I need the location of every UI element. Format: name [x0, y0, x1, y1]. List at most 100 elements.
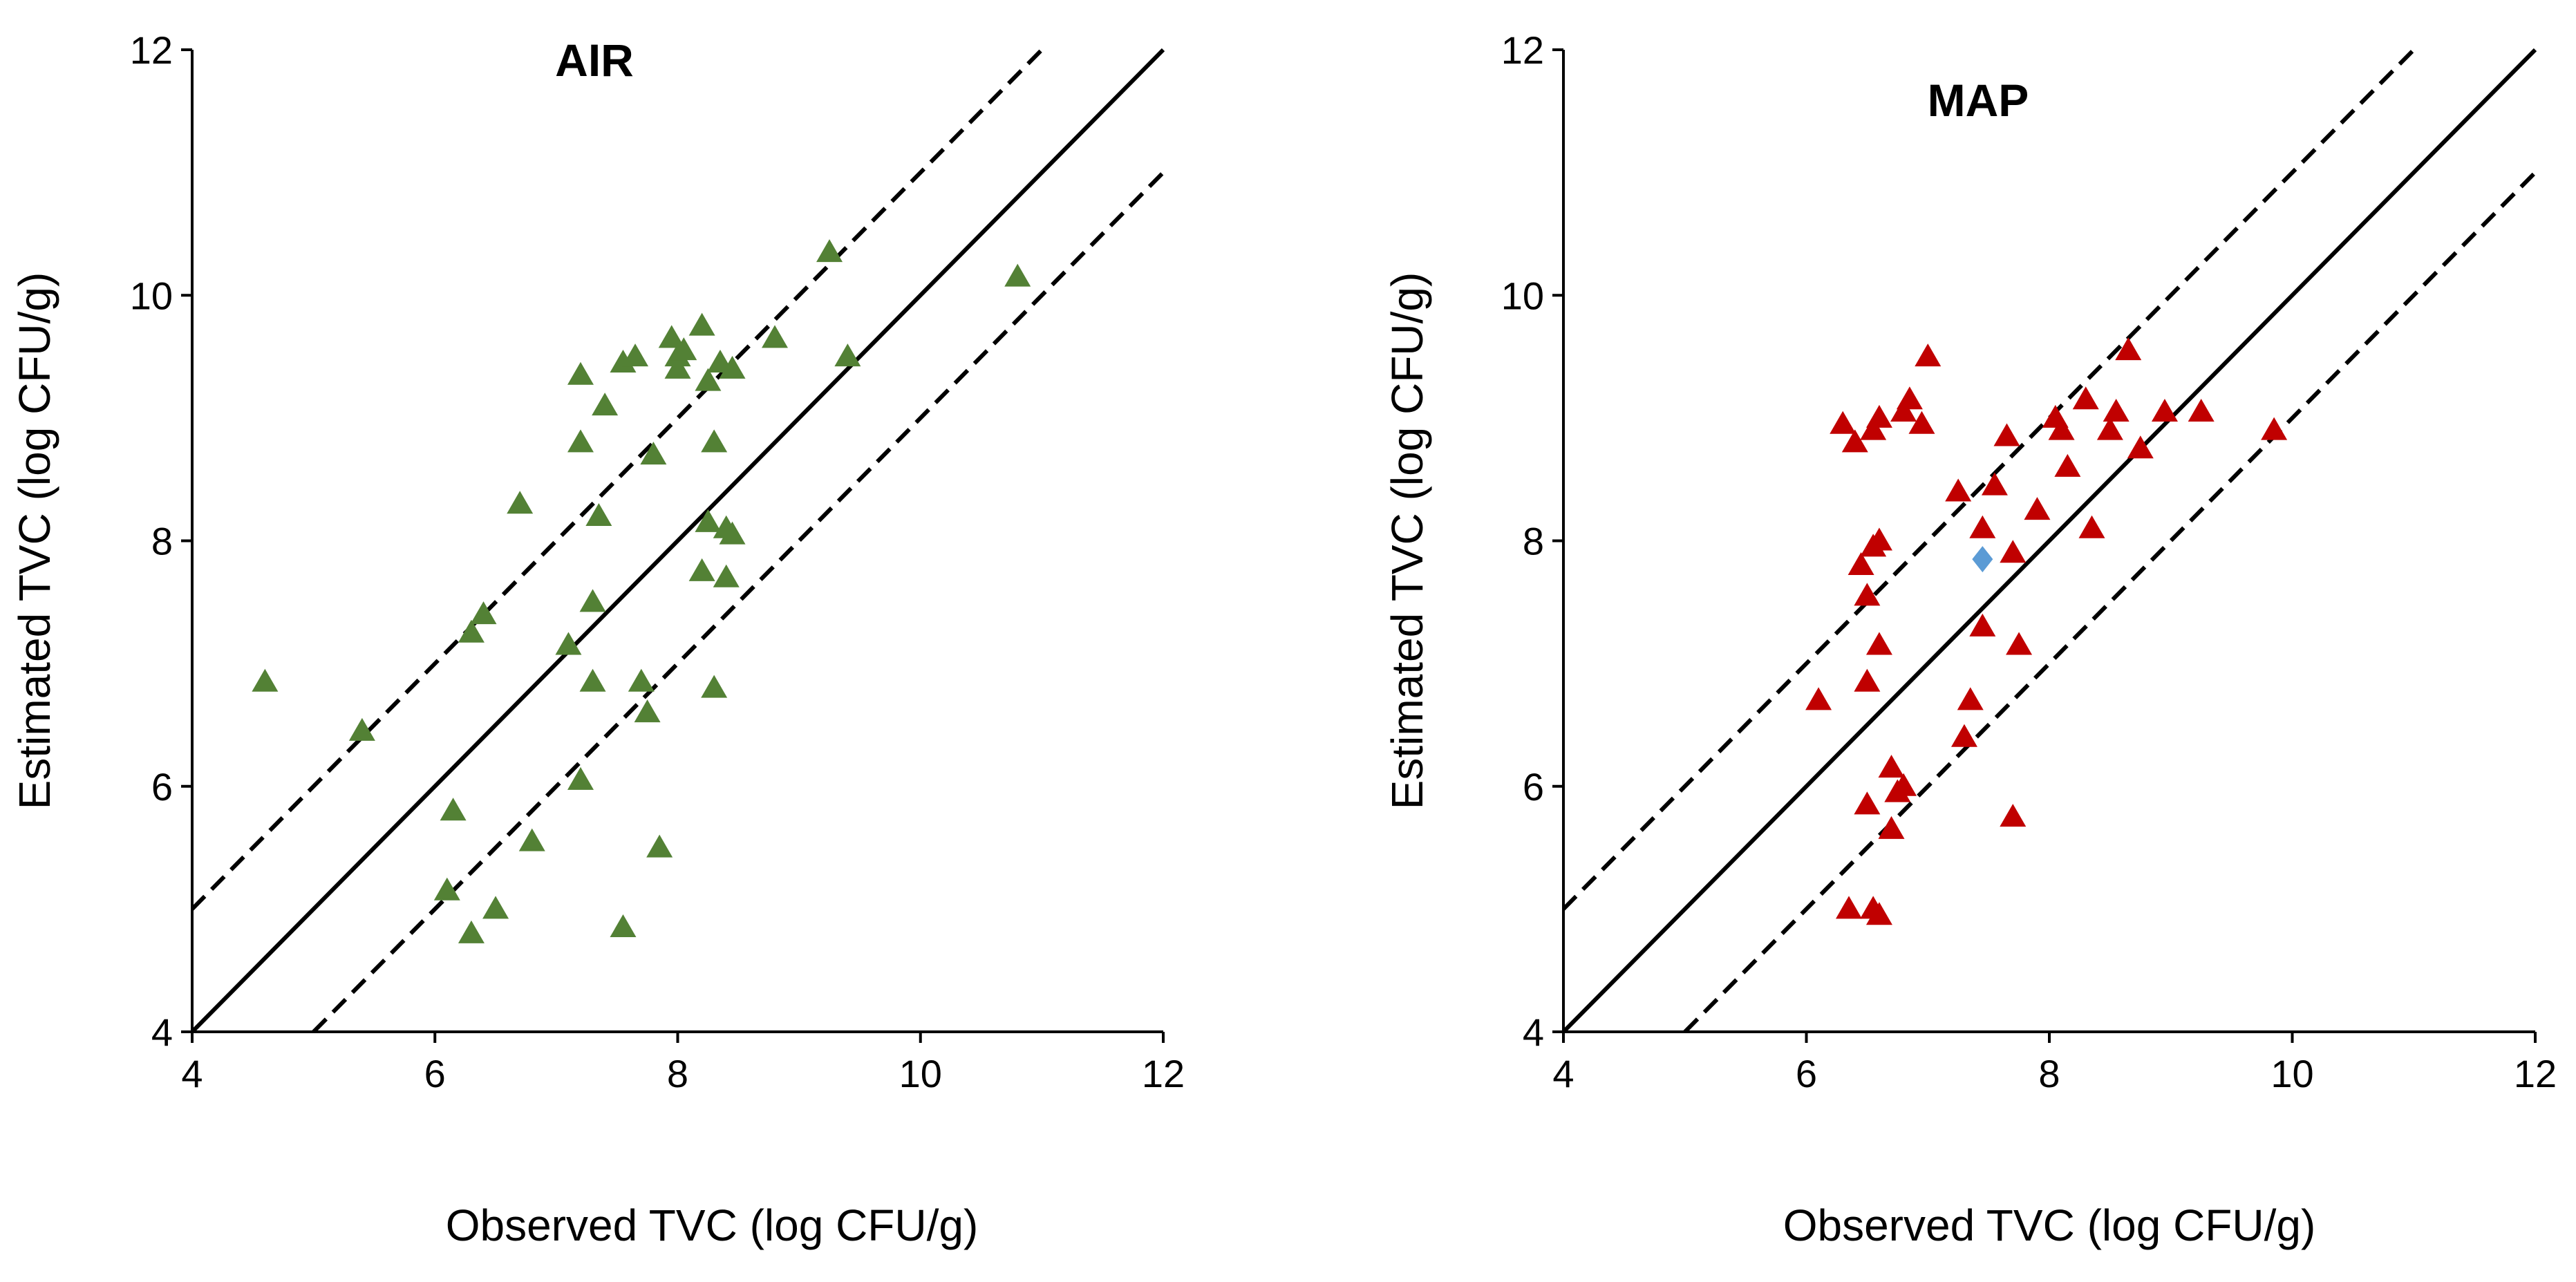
- data-point: [1908, 411, 1935, 434]
- data-point: [664, 355, 691, 379]
- data-point: [2006, 632, 2033, 655]
- data-point: [1969, 515, 1996, 538]
- x-axis-title: Observed TVC (log CFU/g): [1783, 1200, 2316, 1250]
- x-axis-title: Observed TVC (log CFU/g): [446, 1200, 979, 1250]
- chart-map: 4 6 8 10 12 4 6 8 10 12 MAP Observed TVC (log CFU/g…: [1382, 28, 2557, 1250]
- data-point: [1848, 552, 1874, 576]
- data-point: [1865, 527, 1892, 551]
- data-point: [1878, 816, 1905, 839]
- data-point: [2078, 515, 2105, 538]
- x-tick-label: 12: [1142, 1052, 1185, 1095]
- y-tick-label: 6: [1523, 765, 1544, 809]
- data-point: [470, 601, 497, 625]
- data-point: [2048, 417, 2075, 440]
- data-point: [1836, 896, 1863, 919]
- x-tick-label: 6: [1796, 1052, 1817, 1095]
- data-point: [2000, 804, 2027, 827]
- x-tick-label: 10: [899, 1052, 942, 1095]
- data-point: [567, 361, 594, 385]
- data-point: [628, 668, 655, 692]
- data-point: [713, 564, 740, 587]
- data-point: [2072, 386, 2099, 410]
- data-point: [1969, 613, 1996, 637]
- data-point: [695, 368, 722, 391]
- data-point: [1945, 478, 1972, 502]
- data-point: [640, 442, 667, 465]
- data-point: [688, 312, 715, 336]
- y-tick-label: 12: [1501, 28, 1544, 72]
- data-point: [458, 920, 485, 943]
- data-point: [701, 429, 728, 453]
- data-point: [579, 668, 606, 692]
- dashed-bound-line: [1561, 48, 2416, 911]
- data-point: [719, 355, 746, 379]
- dashed-bound-line: [190, 48, 1044, 911]
- data-point: [507, 491, 534, 514]
- identity-line: [1561, 48, 2537, 1034]
- data-point: [1915, 343, 1942, 367]
- data-point: [1854, 583, 1881, 606]
- data-point: [2151, 398, 2178, 422]
- y-tick-label: 8: [1523, 520, 1544, 563]
- data-point: [688, 558, 715, 581]
- data-point: [1854, 791, 1881, 815]
- data-point: [440, 798, 467, 821]
- y-tick-label: 4: [1523, 1010, 1544, 1054]
- data-point: [1950, 724, 1977, 747]
- data-point: [1805, 687, 1832, 710]
- y-axis-title: Estimated TVC (log CFU/g): [1382, 272, 1432, 810]
- x-tick-label: 4: [181, 1052, 203, 1095]
- x-tick-label: 6: [424, 1052, 446, 1095]
- data-point: [2103, 398, 2130, 422]
- data-point: [1004, 263, 1031, 287]
- data-point: [458, 619, 485, 643]
- data-point: [482, 896, 509, 919]
- y-tick-label: 10: [130, 274, 173, 317]
- data-point: [1865, 902, 1892, 925]
- y-tick-label: 4: [151, 1010, 173, 1054]
- data-point: [2115, 337, 2142, 361]
- data-point: [2054, 453, 2081, 477]
- data-point: [701, 675, 728, 698]
- data-point: [585, 502, 612, 526]
- y-tick-label: 8: [151, 520, 173, 563]
- chart-air: 4 6 8 10 12 4 6 8 10 12 AIR Observed TVC (log CFU/g…: [10, 28, 1185, 1250]
- data-point: [348, 717, 375, 741]
- y-tick-label: 12: [130, 28, 173, 72]
- chart-title: MAP: [1928, 75, 2029, 126]
- data-point: [834, 343, 861, 367]
- data-point: [518, 828, 545, 851]
- data-point: [1830, 411, 1856, 434]
- data-point: [816, 239, 843, 263]
- data-point: [2188, 398, 2215, 422]
- data-point: [567, 766, 594, 790]
- data-point: [592, 393, 619, 416]
- y-axis-title: Estimated TVC (log CFU/g): [10, 272, 59, 810]
- data-point: [1993, 423, 2020, 446]
- x-tick-label: 8: [2038, 1052, 2060, 1095]
- chart-title: AIR: [555, 35, 634, 86]
- x-tick-label: 10: [2271, 1052, 2313, 1095]
- x-tick-label: 8: [667, 1052, 688, 1095]
- data-point: [1841, 429, 1868, 453]
- identity-line: [190, 48, 1165, 1034]
- data-point: [719, 521, 746, 545]
- data-point: [646, 834, 673, 858]
- data-point: [610, 914, 637, 938]
- data-point: [1854, 668, 1881, 692]
- data-point: [1890, 398, 1917, 422]
- data-point: [567, 429, 594, 453]
- data-point: [1865, 404, 1892, 428]
- y-tick-label: 10: [1501, 274, 1544, 317]
- data-point: [579, 589, 606, 612]
- data-point: [762, 325, 788, 348]
- data-point: [555, 632, 582, 655]
- data-point: [1860, 417, 1887, 440]
- y-tick-label: 6: [151, 765, 173, 809]
- x-tick-label: 12: [2514, 1052, 2557, 1095]
- data-point: [2096, 417, 2123, 440]
- data-point: [622, 343, 649, 367]
- data-point: [1957, 687, 1984, 710]
- data-point: [1890, 773, 1917, 796]
- data-point: [1865, 632, 1892, 655]
